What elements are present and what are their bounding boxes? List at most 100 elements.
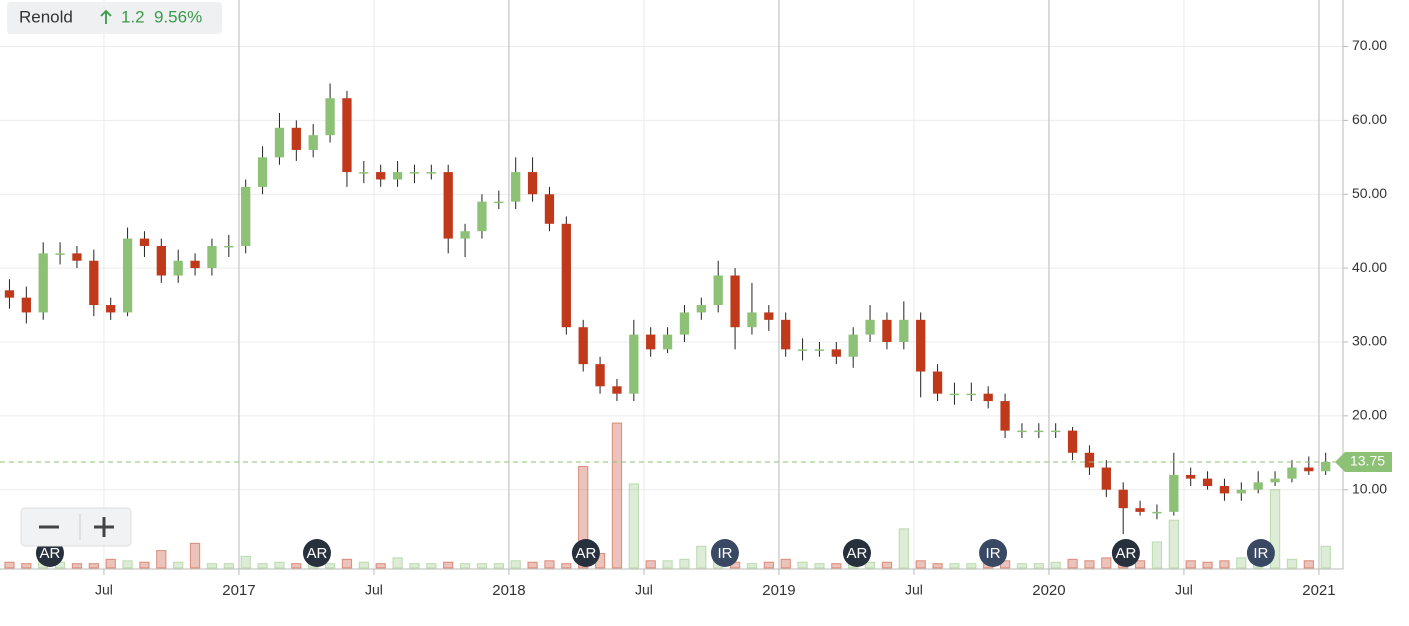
x-tick-label: Jul xyxy=(1175,582,1193,598)
x-tick-label: Jul xyxy=(365,582,383,598)
volume-bar xyxy=(746,563,758,569)
symbol-name: Renold xyxy=(19,7,73,26)
up-arrow xyxy=(100,9,112,24)
volume-bar xyxy=(797,561,808,569)
candle-body xyxy=(511,172,521,202)
y-tick-label: 20.00 xyxy=(1352,407,1387,423)
volume-bar xyxy=(510,560,521,569)
volume-bar xyxy=(1168,519,1179,569)
candle-body xyxy=(916,319,926,372)
event-label: AR xyxy=(40,545,61,562)
candle-body xyxy=(1304,467,1314,472)
volume-bar xyxy=(341,558,353,569)
candle-body xyxy=(1321,462,1331,472)
volume-bar xyxy=(763,561,774,569)
candle-body xyxy=(646,334,656,350)
candle-body xyxy=(713,275,723,306)
candle-body xyxy=(173,260,183,276)
candle-body xyxy=(325,98,335,136)
volume-bar xyxy=(578,466,589,569)
volume-bar xyxy=(679,558,690,569)
candle-body xyxy=(1101,467,1111,490)
volume-bar xyxy=(257,563,268,569)
volume-bar xyxy=(122,560,133,569)
volume-bar xyxy=(105,558,116,569)
volume-bar xyxy=(966,563,977,569)
last-price-label: 13.75 xyxy=(1350,453,1385,469)
volume-bar xyxy=(831,563,842,569)
volume-bar xyxy=(1050,561,1061,569)
candle-body xyxy=(477,201,487,232)
event-marker xyxy=(979,539,1008,567)
volume-bar xyxy=(409,563,420,569)
event-marker xyxy=(302,539,331,567)
grid xyxy=(0,0,1348,575)
candle-body xyxy=(55,253,65,255)
candle-body xyxy=(460,231,470,239)
candle-body xyxy=(983,393,993,402)
candle-body xyxy=(1135,508,1145,512)
y-tick-label: 40.00 xyxy=(1352,259,1387,275)
volume-bar xyxy=(645,560,656,569)
x-tick-label: 2019 xyxy=(762,582,795,599)
candle-body xyxy=(865,319,875,335)
volume-bar xyxy=(696,545,707,569)
candle-body xyxy=(106,305,116,313)
candle-body xyxy=(4,290,15,298)
event-label: AR xyxy=(1115,545,1136,562)
candle-body xyxy=(1253,482,1263,490)
candle-body xyxy=(190,260,200,269)
volume-bar xyxy=(156,550,167,569)
candle-body xyxy=(561,223,571,328)
volume-bar xyxy=(561,563,572,569)
y-tick-label: 60.00 xyxy=(1352,111,1387,127)
candle-body xyxy=(38,253,48,313)
volume-bar xyxy=(527,561,538,569)
candle-body xyxy=(156,245,166,276)
volume-layer xyxy=(4,422,1331,569)
volume-bar xyxy=(206,563,218,569)
event-label: AR xyxy=(847,545,868,562)
event-label: AR xyxy=(575,545,596,562)
candle-body xyxy=(257,157,268,187)
candle-body xyxy=(122,238,133,313)
candle-body xyxy=(376,172,386,180)
candle-body xyxy=(1051,430,1061,433)
candle-body xyxy=(1084,452,1095,468)
candle-body xyxy=(291,127,301,150)
event-label: AR xyxy=(307,545,328,562)
volume-bar xyxy=(1084,560,1095,569)
candle-body xyxy=(1017,430,1027,433)
candle-body xyxy=(595,364,605,387)
volume-bar xyxy=(493,563,504,569)
volume-bar xyxy=(443,561,454,569)
candle-body xyxy=(494,201,504,204)
candle-body xyxy=(139,238,150,246)
overlay: 10.00 20.00 30.00 40.00 50.00 60.00 70.00 Jul 20… xyxy=(0,37,1392,599)
candle-body xyxy=(848,334,858,357)
candle-body xyxy=(932,371,943,394)
volume-bar xyxy=(189,542,201,569)
candle-body xyxy=(578,327,588,365)
candle-body xyxy=(1000,401,1010,431)
x-tick-label: 2017 xyxy=(222,582,255,599)
candle-body xyxy=(224,245,234,248)
event-marker xyxy=(1246,539,1275,567)
volume-bar xyxy=(426,563,437,569)
y-tick-label: 10.00 xyxy=(1352,480,1387,496)
volume-bar xyxy=(1134,560,1146,569)
candle-body xyxy=(899,319,909,342)
change-percent: 9.56% xyxy=(154,7,202,26)
x-tick-label: 2018 xyxy=(492,582,525,599)
candle-body xyxy=(207,245,217,269)
candle-body xyxy=(359,172,369,174)
volume-bar xyxy=(1286,558,1298,569)
candle-body xyxy=(1067,430,1078,453)
candle-body xyxy=(89,260,99,306)
candle-body xyxy=(241,186,251,246)
candle-body xyxy=(1118,489,1128,509)
volume-bar xyxy=(1269,489,1281,569)
candle-body xyxy=(679,312,690,335)
